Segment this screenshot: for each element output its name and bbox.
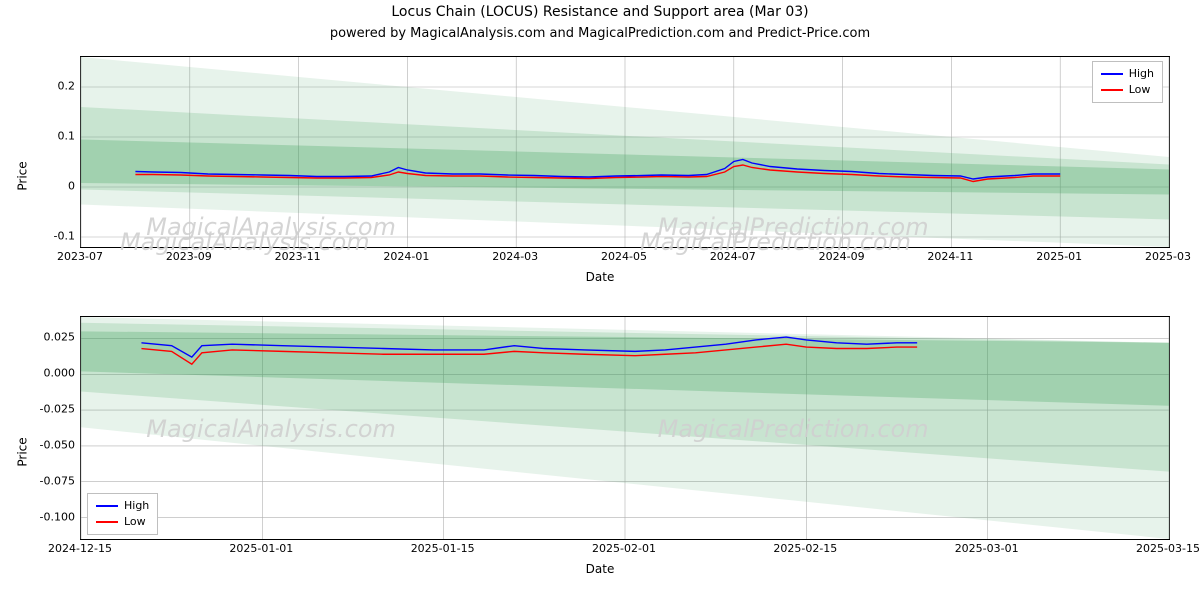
xtick-label: 2024-01 — [383, 250, 429, 263]
xtick-label: 2024-05 — [601, 250, 647, 263]
legend-row-low-b: Low — [96, 514, 149, 530]
xtick-label: 2023-11 — [275, 250, 321, 263]
xtick-label: 2025-03-01 — [955, 542, 1019, 555]
xtick-label: 2023-09 — [166, 250, 212, 263]
ytick-label: 0.025 — [44, 331, 76, 344]
panel-bottom: Price -0.100-0.075-0.050-0.0250.0000.025… — [0, 308, 1200, 596]
xtick-label: 2025-01-01 — [229, 542, 293, 555]
xtick-label: 2025-02-01 — [592, 542, 656, 555]
chart-title: Locus Chain (LOCUS) Resistance and Suppo… — [0, 4, 1200, 20]
ytick-label: -0.075 — [40, 474, 75, 487]
legend-swatch-high — [1101, 73, 1123, 75]
legend-swatch-low-b — [96, 521, 118, 523]
xtick-label: 2025-02-15 — [773, 542, 837, 555]
xtick-label: 2024-09 — [819, 250, 865, 263]
ytick-label: 0.000 — [44, 367, 76, 380]
legend-row-low: Low — [1101, 82, 1154, 98]
legend-label-high: High — [1129, 66, 1154, 82]
chart-page: Locus Chain (LOCUS) Resistance and Suppo… — [0, 0, 1200, 600]
xtick-label: 2024-03 — [492, 250, 538, 263]
plot-area-top: MagicalAnalysis.com MagicalPrediction.co… — [80, 56, 1170, 248]
xtick-label: 2025-03 — [1145, 250, 1191, 263]
xtick-label: 2024-07 — [710, 250, 756, 263]
ytick-label: -0.025 — [40, 403, 75, 416]
xtick-label: 2024-12-15 — [48, 542, 112, 555]
plot-svg-bottom — [81, 317, 1169, 539]
legend-row-high-b: High — [96, 498, 149, 514]
legend-bottom: High Low — [87, 493, 158, 535]
xtick-label: 2025-01 — [1036, 250, 1082, 263]
ytick-label: -0.1 — [54, 230, 75, 243]
yticks-bottom: -0.100 -0.075 -0.050 -0.025 0.000 0.025 — [0, 316, 75, 538]
plot-svg-top — [81, 57, 1169, 247]
legend-swatch-low — [1101, 89, 1123, 91]
xlabel-bottom: Date — [0, 562, 1200, 576]
xtick-label: 2024-11 — [927, 250, 973, 263]
legend-row-high: High — [1101, 66, 1154, 82]
ytick-label: 0.2 — [58, 80, 76, 93]
panel-top: Price -0.100.10.2 MagicalAnalysis.com Ma… — [0, 48, 1200, 303]
ytick-label: -0.050 — [40, 438, 75, 451]
ytick-label: 0.1 — [58, 130, 76, 143]
legend-label-high-b: High — [124, 498, 149, 514]
yticks-top: -0.1 0 0.1 0.2 — [0, 56, 75, 246]
legend-top: High Low — [1092, 61, 1163, 103]
xtick-label: 2025-03-15 — [1136, 542, 1200, 555]
legend-label-low: Low — [1129, 82, 1151, 98]
ytick-label: -0.100 — [40, 510, 75, 523]
xlabel-top: Date — [0, 270, 1200, 284]
plot-area-bottom: MagicalAnalysis.com MagicalPrediction.co… — [80, 316, 1170, 540]
ytick-label: 0 — [68, 180, 75, 193]
chart-subtitle: powered by MagicalAnalysis.com and Magic… — [0, 26, 1200, 41]
xtick-label: 2023-07 — [57, 250, 103, 263]
legend-swatch-high-b — [96, 505, 118, 507]
xtick-label: 2025-01-15 — [411, 542, 475, 555]
legend-label-low-b: Low — [124, 514, 146, 530]
